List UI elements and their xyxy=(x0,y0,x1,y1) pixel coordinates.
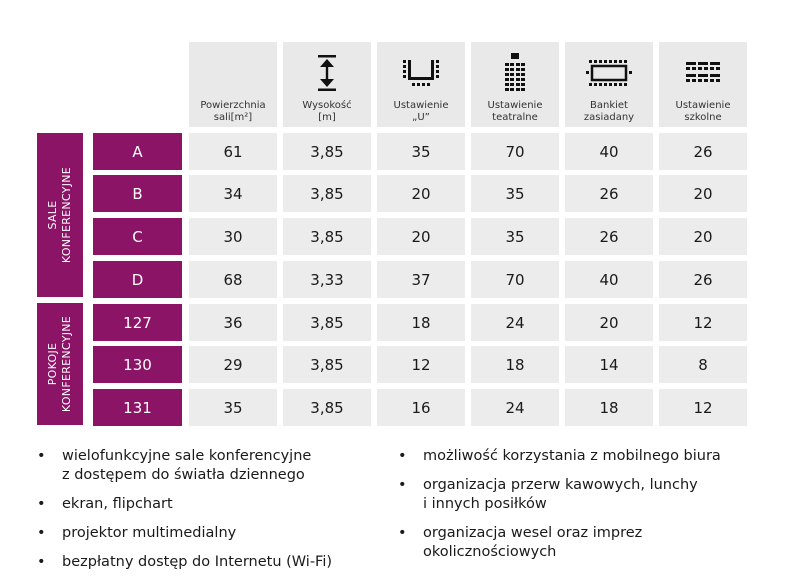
table-cell: 3,85 xyxy=(283,304,371,341)
table-cell: 70 xyxy=(471,261,559,298)
list-item: wielofunkcyjne sale konferencyjne z dost… xyxy=(37,447,377,485)
table-cell: 70 xyxy=(471,133,559,170)
column-header-school: Ustawienie szkolne xyxy=(675,100,731,123)
row-label: A xyxy=(93,133,182,170)
table-cell: 34 xyxy=(189,175,277,212)
table-cell: 35 xyxy=(471,175,559,212)
row-label: B xyxy=(93,175,182,212)
table-cell: 3,85 xyxy=(283,218,371,255)
table-cell: 24 xyxy=(471,389,559,426)
list-item: bezpłatny dostęp do Internetu (Wi-Fi) xyxy=(37,553,377,572)
table-cell: 26 xyxy=(659,261,747,298)
header-u: Ustawienie „U” xyxy=(377,42,465,127)
column-header-area: Powierzchnia sali[m²] xyxy=(200,100,266,123)
list-item: organizacja przerw kawowych, lunchy i in… xyxy=(398,476,778,514)
table-cell: 35 xyxy=(377,133,465,170)
height-arrow-icon xyxy=(316,52,338,94)
table-cell: 12 xyxy=(659,304,747,341)
table-cell: 3,85 xyxy=(283,175,371,212)
header-school: Ustawienie szkolne xyxy=(659,42,747,127)
header-theatre: Ustawienie teatralne xyxy=(471,42,559,127)
group-conference-halls: SALE KONFERENCYJNE xyxy=(37,133,83,297)
column-header-height: Wysokość [m] xyxy=(302,100,352,123)
column-header-theatre: Ustawienie teatralne xyxy=(487,100,543,123)
table-cell: 26 xyxy=(565,175,653,212)
table-cell: 18 xyxy=(471,346,559,383)
u-shape-icon xyxy=(401,52,441,94)
table-cell: 3,85 xyxy=(283,133,371,170)
list-item: projektor multimedialny xyxy=(37,524,377,543)
header-height: Wysokość [m] xyxy=(283,42,371,127)
header-area: Powierzchnia sali[m²] xyxy=(189,42,277,127)
table-cell: 20 xyxy=(377,218,465,255)
column-header-u: Ustawienie „U” xyxy=(393,100,449,123)
header-banquet: Bankiet zasiadany xyxy=(565,42,653,127)
table-cell: 20 xyxy=(659,175,747,212)
table-cell: 26 xyxy=(659,133,747,170)
table-cell: 30 xyxy=(189,218,277,255)
table-cell: 8 xyxy=(659,346,747,383)
table-cell: 36 xyxy=(189,304,277,341)
table-cell: 35 xyxy=(189,389,277,426)
row-label: 131 xyxy=(93,389,182,426)
table-cell: 20 xyxy=(659,218,747,255)
table-cell: 29 xyxy=(189,346,277,383)
table-cell: 3,85 xyxy=(283,389,371,426)
table-cell: 18 xyxy=(377,304,465,341)
table-cell: 18 xyxy=(565,389,653,426)
table-cell: 3,85 xyxy=(283,346,371,383)
table-cell: 35 xyxy=(471,218,559,255)
list-item: organizacja wesel oraz imprez okolicznoś… xyxy=(398,524,778,562)
row-label: C xyxy=(93,218,182,255)
theatre-layout-icon xyxy=(502,52,528,94)
table-cell: 12 xyxy=(659,389,747,426)
school-layout-icon xyxy=(685,52,721,94)
table-cell: 37 xyxy=(377,261,465,298)
banquet-table-icon xyxy=(586,52,632,94)
table-cell: 20 xyxy=(377,175,465,212)
table-cell: 40 xyxy=(565,261,653,298)
group-conference-rooms: POKOJE KONFERENCYJNE xyxy=(37,303,83,425)
table-cell: 40 xyxy=(565,133,653,170)
table-cell: 61 xyxy=(189,133,277,170)
row-label: 127 xyxy=(93,304,182,341)
row-label: 130 xyxy=(93,346,182,383)
table-cell: 24 xyxy=(471,304,559,341)
table-cell: 3,33 xyxy=(283,261,371,298)
features-left-list: wielofunkcyjne sale konferencyjne z dost… xyxy=(37,447,377,582)
table-cell: 12 xyxy=(377,346,465,383)
table-cell: 68 xyxy=(189,261,277,298)
row-label: D xyxy=(93,261,182,298)
list-item: możliwość korzystania z mobilnego biura xyxy=(398,447,778,466)
list-item: ekran, flipchart xyxy=(37,495,377,514)
table-cell: 16 xyxy=(377,389,465,426)
column-header-banquet: Bankiet zasiadany xyxy=(583,100,635,123)
features-right-list: możliwość korzystania z mobilnego biura … xyxy=(398,447,778,572)
table-cell: 14 xyxy=(565,346,653,383)
table-cell: 26 xyxy=(565,218,653,255)
table-cell: 20 xyxy=(565,304,653,341)
